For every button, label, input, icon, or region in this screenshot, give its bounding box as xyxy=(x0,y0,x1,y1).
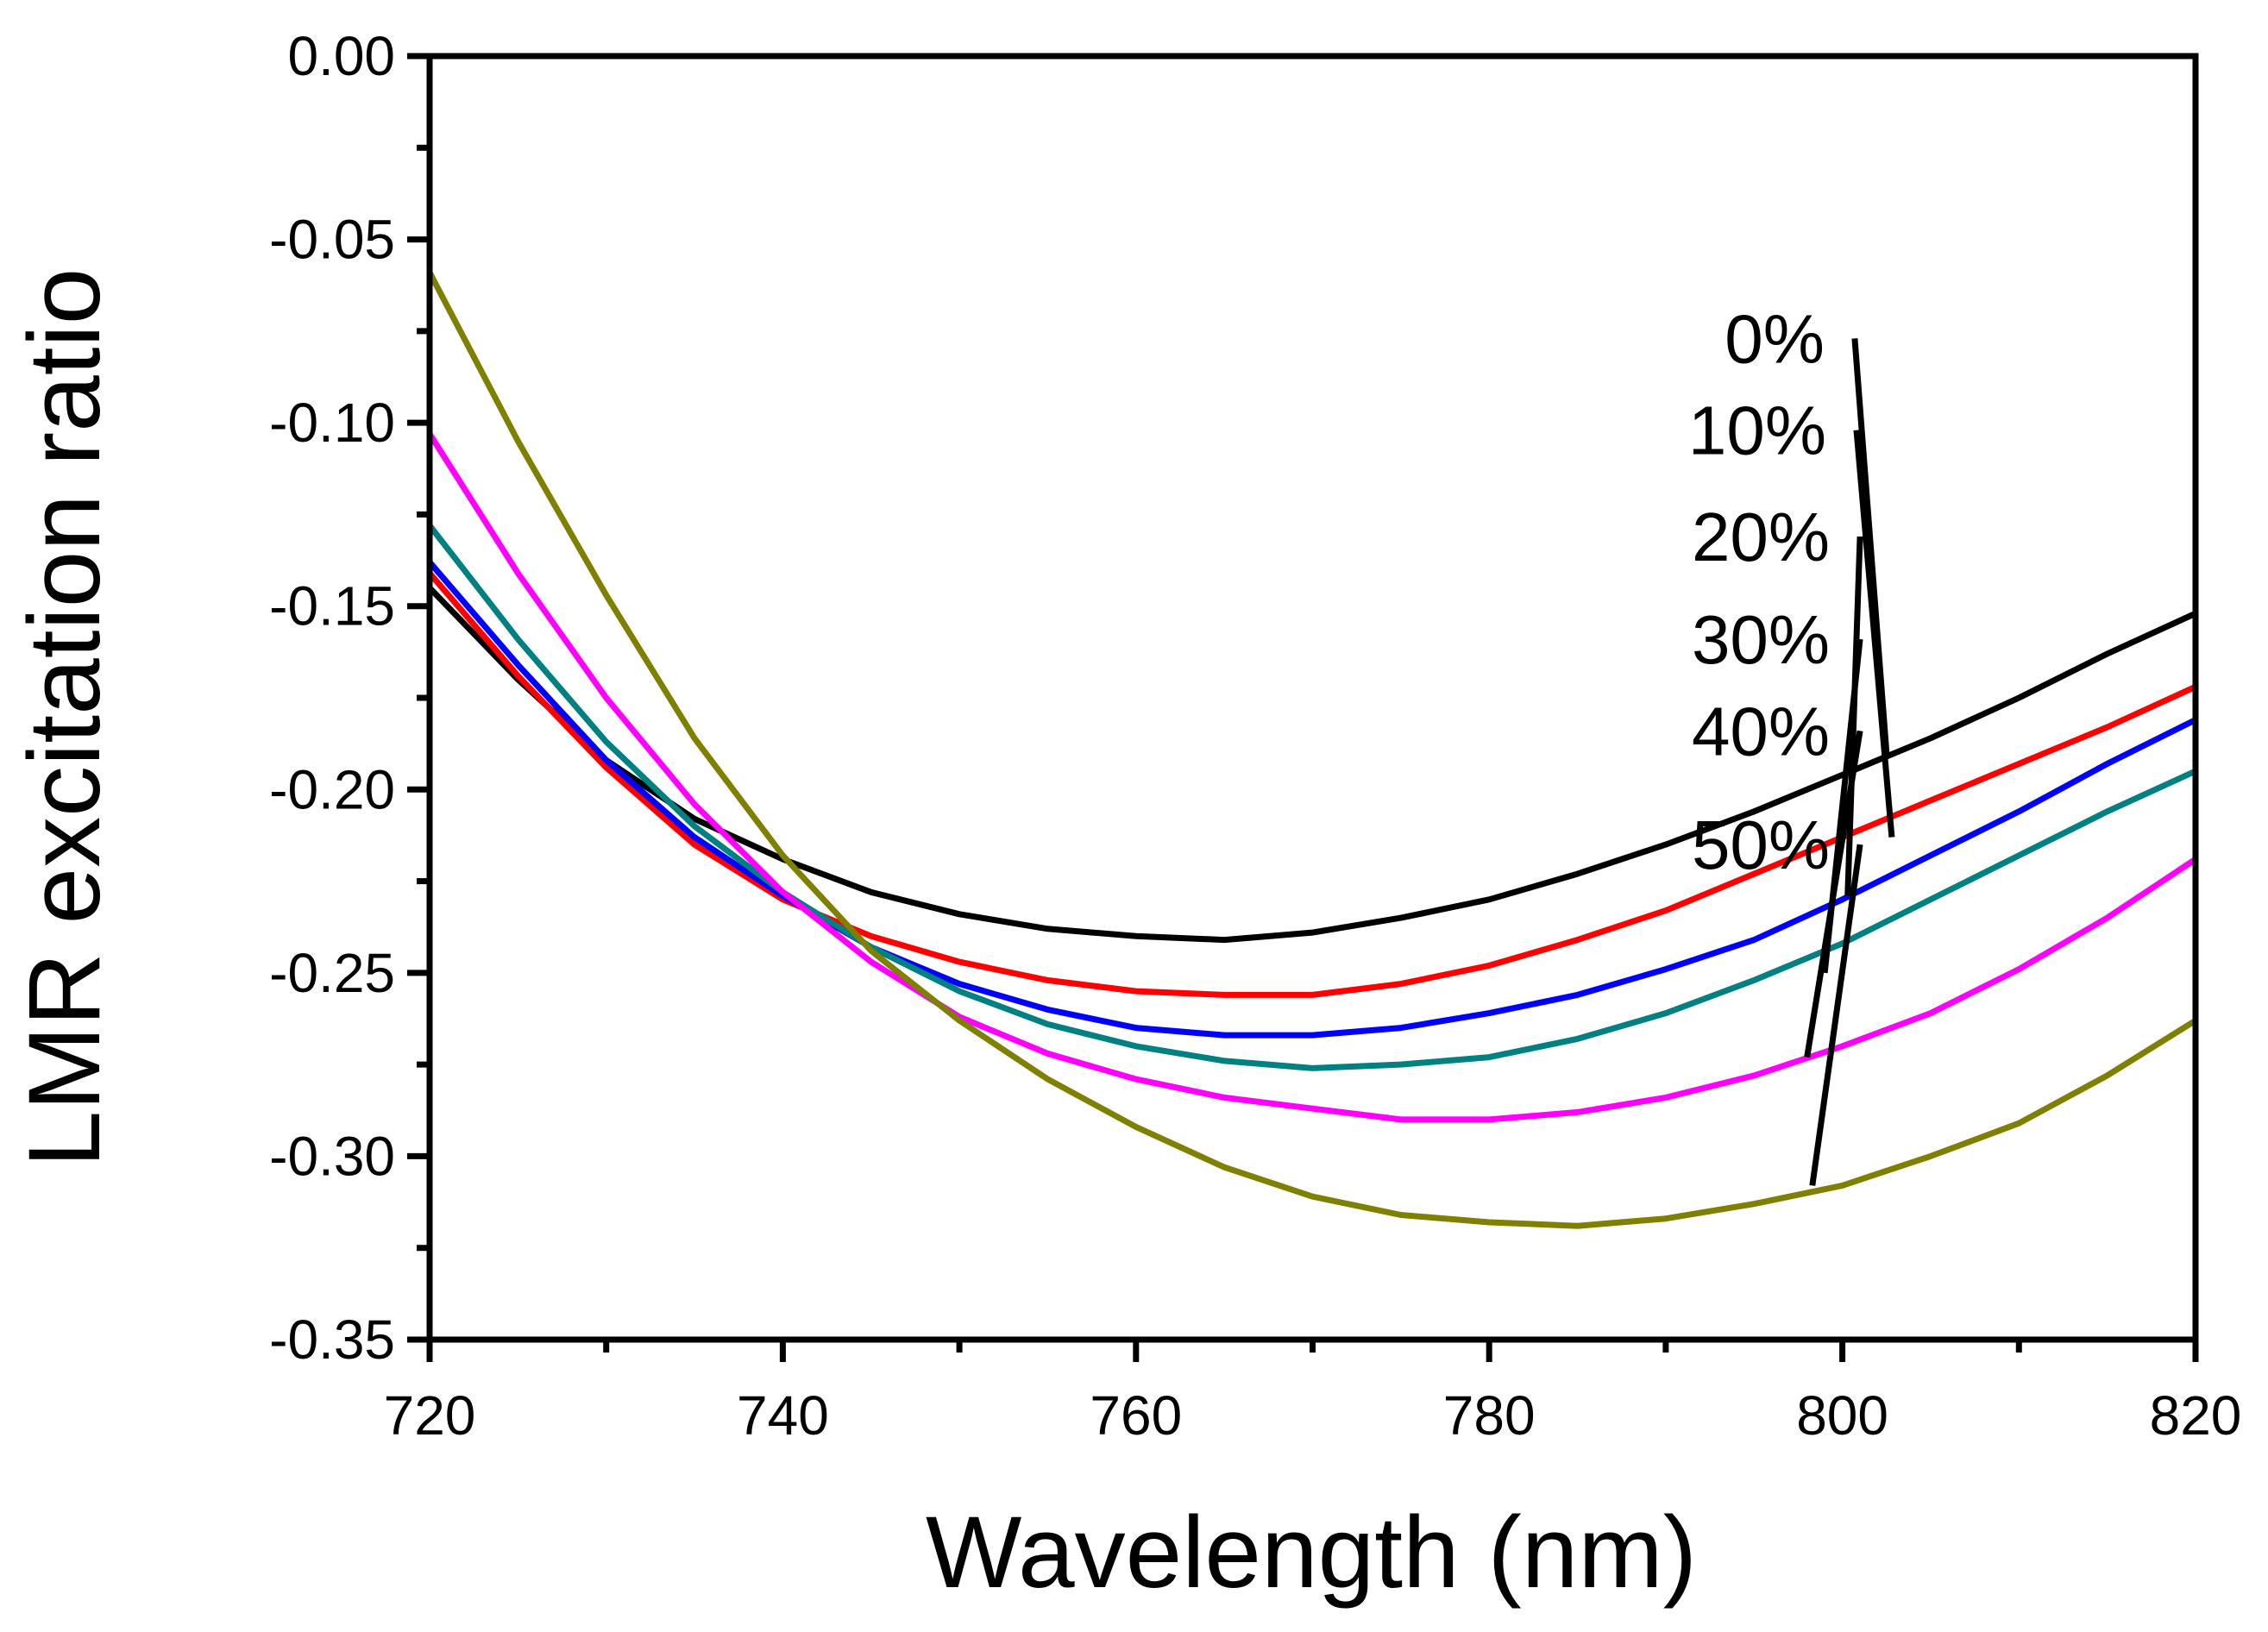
x-tick-label: 720 xyxy=(384,1384,476,1447)
series-line-50pct xyxy=(426,269,2199,1229)
x-tick-label: 800 xyxy=(1796,1384,1888,1447)
x-tick-label: 760 xyxy=(1090,1384,1182,1447)
y-tick-label: -0.20 xyxy=(269,758,395,820)
series-line-0pct xyxy=(426,585,2199,944)
x-tick-label: 780 xyxy=(1443,1384,1536,1447)
series-line-40pct xyxy=(426,430,2199,1123)
x-axis-title: Wavelength (nm) xyxy=(926,1496,1697,1610)
annotation-label-30pct: 30% xyxy=(1692,601,1830,678)
y-tick-label: -0.30 xyxy=(269,1125,395,1187)
leader-line-10pct xyxy=(1853,430,1895,838)
plot-frame xyxy=(426,53,2199,1343)
y-tick-label: -0.15 xyxy=(269,575,395,637)
y-tick-label: -0.25 xyxy=(269,942,395,1004)
y-tick-label: -0.05 xyxy=(269,209,395,271)
x-tick-label: 820 xyxy=(2150,1384,2242,1447)
annotations: 0% 10% 20% 30% 40% 50% xyxy=(1688,300,1895,1186)
leader-line-40pct xyxy=(1804,730,1863,1058)
annotation-label-40pct: 40% xyxy=(1692,693,1830,769)
annotation-label-50pct: 50% xyxy=(1692,807,1830,883)
series-line-20pct xyxy=(426,559,2199,1039)
x-tick-label: 740 xyxy=(737,1384,829,1447)
annotation-label-0pct: 0% xyxy=(1725,300,1825,377)
y-tick-label: 0.00 xyxy=(287,25,395,87)
series-lines xyxy=(426,269,2199,1229)
annotation-label-20pct: 20% xyxy=(1692,499,1830,575)
annotation-label-10pct: 10% xyxy=(1688,392,1826,469)
y-tick-label: -0.10 xyxy=(269,392,395,454)
series-line-10pct xyxy=(426,570,2199,998)
y-axis-title: LMR excitation ratio xyxy=(8,268,122,1168)
axes: 720 740 760 780 800 820 0.00 -0.05 -0.10 -0.15 -0.… xyxy=(269,25,2241,1447)
series-line-30pct xyxy=(426,522,2199,1071)
leader-line-50pct xyxy=(1809,844,1863,1186)
y-tick-label: -0.35 xyxy=(269,1309,395,1371)
